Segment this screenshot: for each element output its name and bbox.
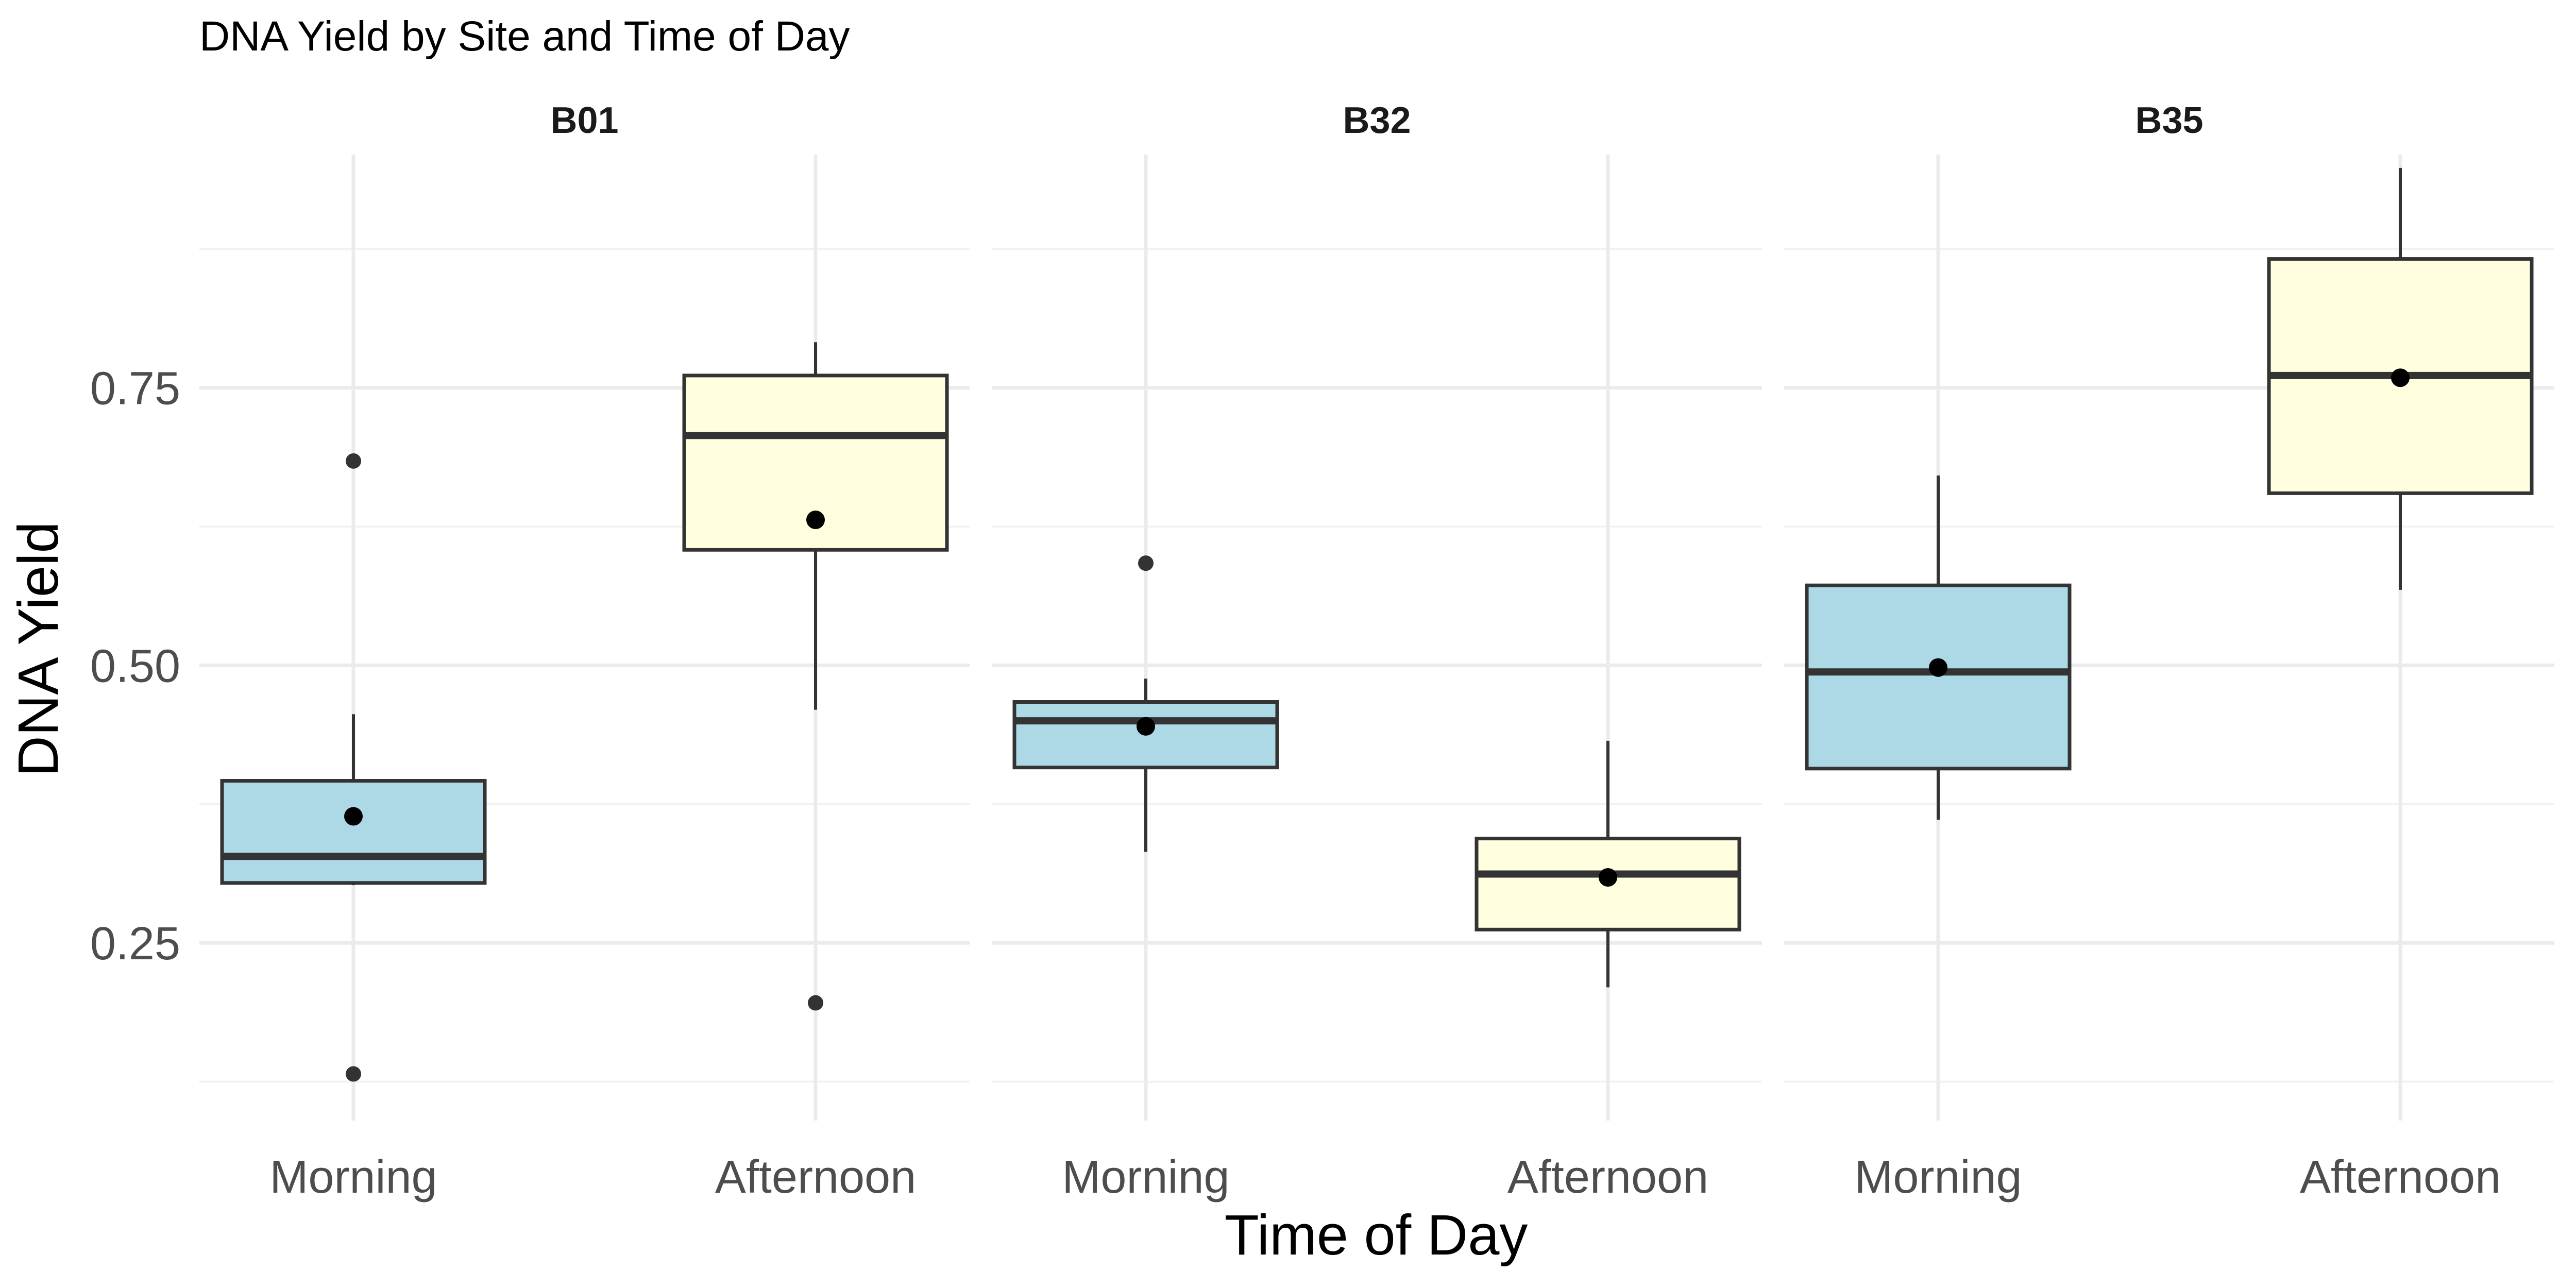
x-tick-label: Morning xyxy=(1854,1151,2022,1203)
chart-title: DNA Yield by Site and Time of Day xyxy=(199,13,850,60)
y-tick-label: 0.75 xyxy=(90,363,180,415)
facets-layer: 0.25 0.50 0.75 B01 Morning Afternoon B32 Mornin… xyxy=(90,100,2554,1203)
facet-label: B01 xyxy=(550,100,618,141)
y-tick-label: 0.25 xyxy=(90,918,180,970)
y-axis-title: DNA Yield xyxy=(7,521,70,776)
x-tick-label: Morning xyxy=(1062,1151,1229,1203)
outlier-point xyxy=(346,1066,361,1082)
mean-point xyxy=(1929,658,1947,677)
x-tick-label: Afternoon xyxy=(715,1151,916,1203)
mean-point xyxy=(1599,868,1617,887)
box-morning xyxy=(1012,700,1279,770)
mean-point xyxy=(1137,717,1155,736)
outlier-point xyxy=(1138,555,1154,571)
x-tick-label: Morning xyxy=(269,1151,437,1203)
facet-label: B35 xyxy=(2135,100,2203,141)
box-morning xyxy=(220,779,487,885)
mean-point xyxy=(344,807,363,826)
outlier-point xyxy=(808,995,823,1011)
facet-panel-b32: B32 Morning Afternoon xyxy=(992,100,1762,1203)
x-axis-title: Time of Day xyxy=(1225,1204,1528,1267)
box-morning xyxy=(1805,583,2072,771)
x-tick-label: Afternoon xyxy=(1507,1151,1708,1203)
x-tick-label: Afternoon xyxy=(2300,1151,2501,1203)
outlier-point xyxy=(346,453,361,469)
facet-panel-b01: B01 Morning Afternoon xyxy=(199,100,970,1203)
mean-point xyxy=(2391,368,2410,387)
facet-label: B32 xyxy=(1343,100,1411,141)
y-tick-label: 0.50 xyxy=(90,640,180,692)
mean-point xyxy=(806,511,825,530)
facet-panel-b35: B35 Morning Afternoon xyxy=(1784,100,2554,1203)
